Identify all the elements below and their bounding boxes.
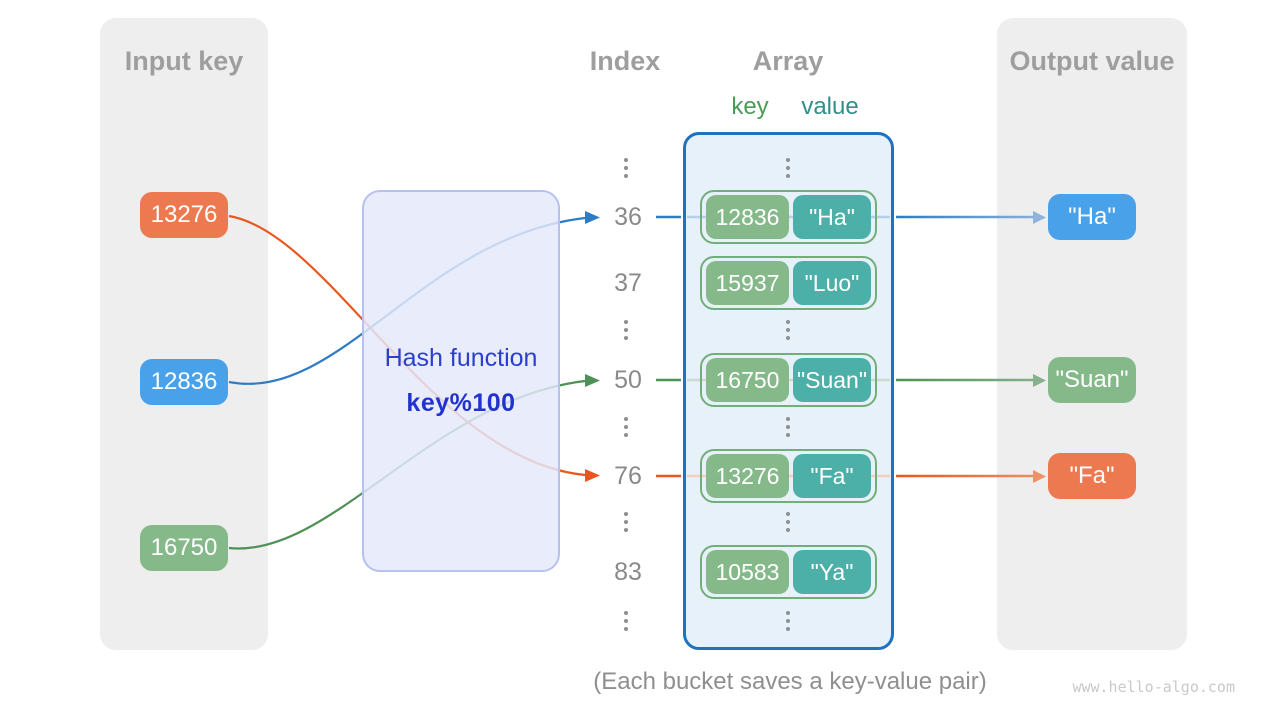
output-value-header: Output value <box>1009 46 1175 76</box>
index-76: 76 <box>614 462 642 490</box>
ellipsis-icon <box>786 417 790 437</box>
bucket-value: "Luo" <box>793 261 871 305</box>
output-value-panel <box>997 18 1187 650</box>
hash-function-box: Hash function key%100 <box>362 190 560 572</box>
ellipsis-icon <box>624 320 628 340</box>
index-50: 50 <box>614 366 642 394</box>
arrowhead-orange-index <box>585 469 600 482</box>
arrowhead-green-index <box>585 374 600 387</box>
index-header: Index <box>589 46 661 76</box>
bucket-key: 13276 <box>706 454 789 498</box>
ellipsis-icon <box>624 417 628 437</box>
index-83: 83 <box>614 558 642 586</box>
input-key-12836: 12836 <box>140 359 228 405</box>
bucket-key: 12836 <box>706 195 789 239</box>
output-value-fa: "Fa" <box>1048 453 1136 499</box>
bucket-key: 15937 <box>706 261 789 305</box>
bucket-83: 10583 "Ya" <box>700 545 877 599</box>
arrowhead-green-output <box>1033 374 1046 387</box>
arrowhead-orange-output <box>1033 470 1046 483</box>
array-value-column-label: value <box>801 93 859 120</box>
input-key-16750: 16750 <box>140 525 228 571</box>
arrowhead-blue-output <box>1033 211 1046 224</box>
ellipsis-icon <box>624 512 628 532</box>
ellipsis-icon <box>624 611 628 631</box>
bucket-value: "Fa" <box>793 454 871 498</box>
input-key-header: Input key <box>124 46 244 76</box>
ellipsis-icon <box>786 611 790 631</box>
bucket-37: 15937 "Luo" <box>700 256 877 310</box>
output-value-suan: "Suan" <box>1048 357 1136 403</box>
array-header: Array <box>752 46 824 76</box>
bucket-value: "Suan" <box>793 358 871 402</box>
hash-function-title: Hash function <box>384 344 538 372</box>
hash-function-formula: key%100 <box>406 389 516 417</box>
arrowhead-blue-index <box>585 211 600 224</box>
bucket-value: "Ya" <box>793 550 871 594</box>
bucket-76: 13276 "Fa" <box>700 449 877 503</box>
bucket-50: 16750 "Suan" <box>700 353 877 407</box>
ellipsis-icon <box>786 512 790 532</box>
bucket-value: "Ha" <box>793 195 871 239</box>
ellipsis-icon <box>786 320 790 340</box>
ellipsis-icon <box>624 158 628 178</box>
bucket-key: 16750 <box>706 358 789 402</box>
input-key-13276: 13276 <box>140 192 228 238</box>
index-37: 37 <box>614 269 642 297</box>
caption: (Each bucket saves a key-value pair) <box>593 668 987 695</box>
ellipsis-icon <box>786 158 790 178</box>
array-key-column-label: key <box>731 93 769 120</box>
output-value-ha: "Ha" <box>1048 194 1136 240</box>
bucket-36: 12836 "Ha" <box>700 190 877 244</box>
index-36: 36 <box>614 203 642 231</box>
watermark: www.hello-algo.com <box>1072 678 1235 696</box>
bucket-key: 10583 <box>706 550 789 594</box>
